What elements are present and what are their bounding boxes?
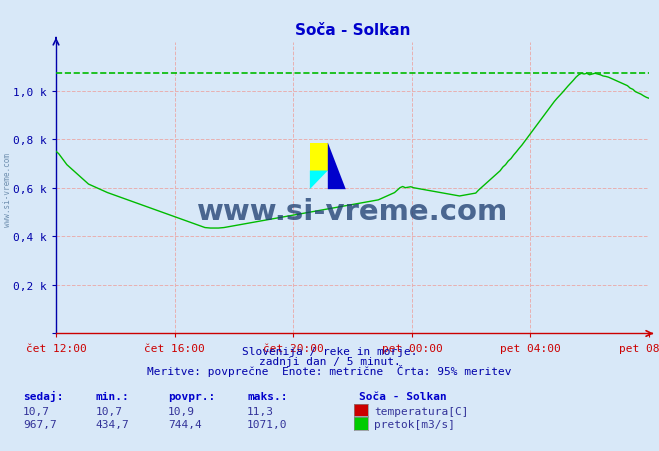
Text: pretok[m3/s]: pretok[m3/s] [374, 419, 455, 429]
Text: min.:: min.: [96, 391, 129, 401]
Text: maks.:: maks.: [247, 391, 287, 401]
Polygon shape [310, 171, 328, 190]
Text: 10,9: 10,9 [168, 406, 195, 416]
Text: 1071,0: 1071,0 [247, 419, 287, 429]
Text: sedaj:: sedaj: [23, 390, 63, 401]
Text: 744,4: 744,4 [168, 419, 202, 429]
Text: 434,7: 434,7 [96, 419, 129, 429]
Bar [310, 143, 328, 171]
Text: Meritve: povprečne  Enote: metrične  Črta: 95% meritev: Meritve: povprečne Enote: metrične Črta:… [147, 364, 512, 376]
Text: 10,7: 10,7 [23, 406, 50, 416]
Text: 10,7: 10,7 [96, 406, 123, 416]
Text: Soča - Solkan: Soča - Solkan [359, 391, 447, 401]
Text: temperatura[C]: temperatura[C] [374, 406, 469, 416]
Text: www.si-vreme.com: www.si-vreme.com [3, 152, 13, 226]
Text: Slovenija / reke in morje.: Slovenija / reke in morje. [242, 346, 417, 356]
Polygon shape [328, 143, 346, 190]
Title: Soča - Solkan: Soča - Solkan [295, 23, 411, 37]
Text: 11,3: 11,3 [247, 406, 274, 416]
Text: 967,7: 967,7 [23, 419, 57, 429]
Text: povpr.:: povpr.: [168, 391, 215, 401]
Text: zadnji dan / 5 minut.: zadnji dan / 5 minut. [258, 356, 401, 366]
Text: www.si-vreme.com: www.si-vreme.com [197, 198, 508, 226]
